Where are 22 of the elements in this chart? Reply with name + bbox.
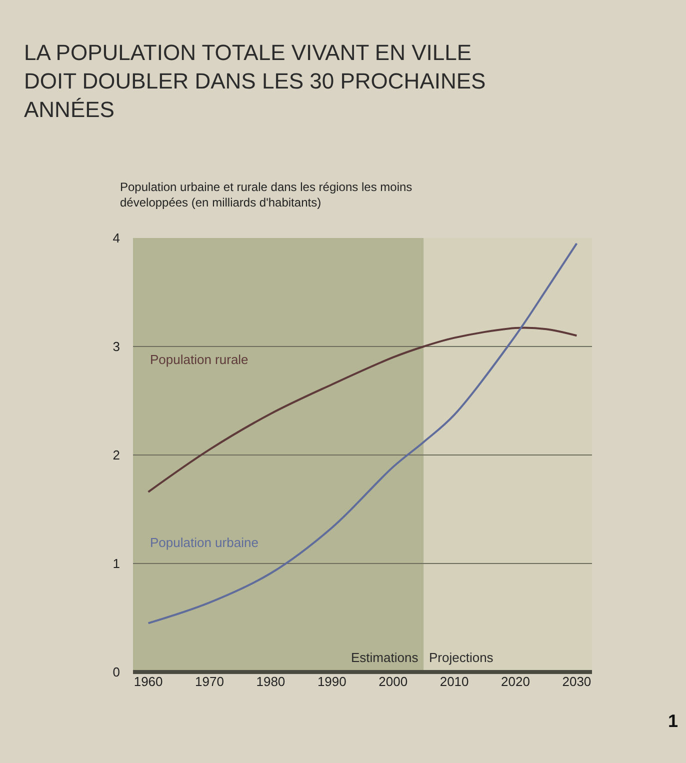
- chart-title: LA POPULATION TOTALE VIVANT EN VILLE DOIT DOUBLER DANS LES 30 PROCHAINES ANNÉES: [24, 40, 486, 122]
- x-tick-label: 2010: [440, 674, 469, 689]
- text: Population rurale: [150, 352, 248, 367]
- band-label: Estimations: [351, 650, 419, 665]
- x-tick-label: 1960: [134, 674, 163, 689]
- line-series: [147, 242, 578, 624]
- y-axis-title: Population urbaine et rurale dans les régions les moins développées (en milliards d'habitants): [120, 180, 412, 210]
- y-tick-label: 4: [112, 230, 120, 246]
- text: Population urbaine: [150, 535, 258, 550]
- y-tick-label: 3: [112, 339, 120, 354]
- y-tick-label: 1: [112, 556, 120, 572]
- x-tick-label: 1980: [256, 674, 286, 689]
- band-label: Projections: [429, 650, 494, 665]
- y-tick-label: 0: [112, 664, 120, 680]
- line-series: [147, 326, 578, 493]
- x-tick-label: 2000: [378, 674, 408, 689]
- y-tick-label: 2: [112, 448, 120, 463]
- x-tick-label: 1970: [195, 674, 224, 689]
- x-tick-label: 2030: [562, 674, 592, 689]
- x-tick-label: 1990: [317, 674, 346, 689]
- x-tick-label: 2020: [501, 674, 530, 689]
- text: 1: [668, 711, 678, 731]
